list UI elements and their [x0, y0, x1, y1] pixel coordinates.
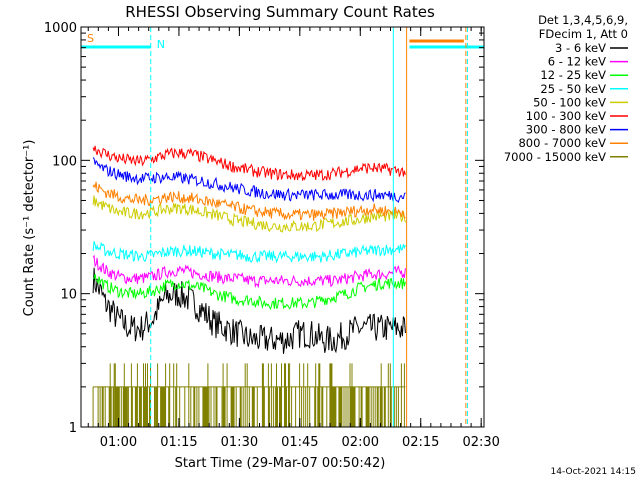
legend-header-line-2: FDecim 1, Att 0: [539, 27, 628, 41]
series-line: [92, 363, 405, 427]
y-tick-label: 1: [69, 421, 77, 436]
x-tick-label: 01:45: [281, 435, 318, 450]
legend-entry: 50 - 100 keV: [533, 95, 606, 109]
y-tick-label: 10: [60, 288, 77, 303]
legend-entry: 3 - 6 keV: [555, 41, 606, 55]
legend-entry: 7000 - 15000 keV: [504, 150, 606, 164]
legend-entry: 100 - 300 keV: [526, 109, 606, 123]
legend-entry: 25 - 50 keV: [540, 82, 606, 96]
series-line: [92, 195, 406, 233]
flag-label: S: [87, 32, 94, 45]
series-line: [92, 267, 406, 354]
generated-timestamp: 14-Oct-2021 14:15: [551, 467, 636, 477]
legend-header-line-1: Det 1,3,4,5,6,9,: [538, 13, 628, 27]
series-line: [92, 145, 406, 181]
series-line: [92, 181, 406, 221]
y-tick-label: 1000: [44, 21, 77, 36]
y-tick-label: 100: [52, 154, 77, 169]
x-tick-label: 02:15: [402, 435, 439, 450]
data-layer: [92, 145, 406, 427]
plot-frame: [80, 26, 485, 428]
y-axis-label: Count Rate (s⁻¹ detector⁻¹): [22, 140, 37, 317]
series-line: [92, 273, 406, 311]
x-tick-label: 01:00: [100, 435, 137, 450]
x-axis-label: Start Time (29-Mar-07 00:50:42): [175, 456, 386, 471]
x-tick-label: 01:30: [221, 435, 258, 450]
series-line: [92, 157, 406, 203]
series-line: [92, 240, 406, 264]
x-tick-label: 01:15: [160, 435, 197, 450]
legend-entry: 6 - 12 keV: [548, 55, 606, 69]
legend: Det 1,3,4,5,6,9, FDecim 1, Att 0 3 - 6 k…: [504, 13, 628, 164]
axes: 1 10 100 1000 01:00 01:15 01:30 01:45 02:00 02:15…: [44, 21, 500, 450]
series-line: [92, 254, 406, 289]
legend-entry: 12 - 25 keV: [540, 68, 606, 82]
x-tick-label: 02:30: [462, 435, 499, 450]
x-tick-label: 02:00: [342, 435, 379, 450]
flag-label: N: [157, 38, 165, 51]
chart-title: RHESSI Observing Summary Count Rates: [125, 3, 435, 21]
legend-entry: 300 - 800 keV: [526, 123, 606, 137]
legend-entry: 800 - 7000 keV: [518, 136, 606, 150]
